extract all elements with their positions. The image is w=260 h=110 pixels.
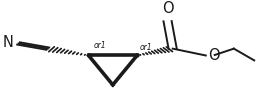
Text: or1: or1 xyxy=(94,41,106,50)
Text: O: O xyxy=(162,1,173,16)
Text: O: O xyxy=(208,49,220,63)
Text: N: N xyxy=(3,35,14,50)
Text: or1: or1 xyxy=(140,43,152,52)
